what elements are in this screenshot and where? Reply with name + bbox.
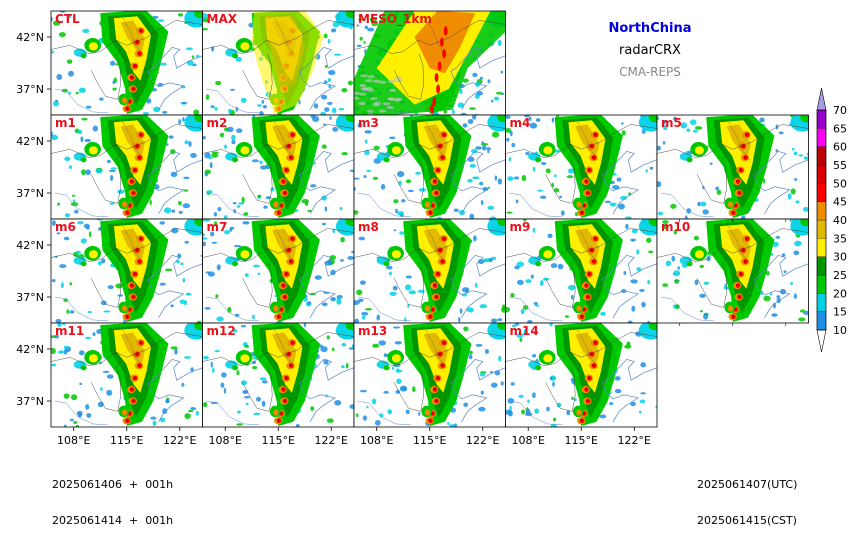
- region-title: NorthChina: [608, 21, 692, 36]
- panel-label: m3: [358, 116, 379, 130]
- colorbar-segment: [816, 238, 827, 257]
- colorbar-segment: [816, 219, 827, 239]
- colorbar-segment: [816, 201, 827, 221]
- panel-meso-1km: MESO_1km: [353, 10, 506, 116]
- valid-time-cst: 2025061415(CST): [697, 514, 797, 527]
- x-tick-label: 115°E: [262, 434, 295, 447]
- panel-m14: m14: [505, 322, 658, 428]
- figure-title-block: NorthChina radarCRX CMA-REPS: [560, 18, 740, 81]
- colorbar-extend-max: [816, 87, 827, 111]
- panel-m12: m12: [202, 322, 355, 428]
- y-tick-label: 37°N: [16, 83, 44, 96]
- x-tick-label: 122°E: [163, 434, 196, 447]
- colorbar-tick-label: 70: [833, 104, 847, 117]
- x-tick-label: 108°E: [511, 434, 544, 447]
- y-tick-label: 37°N: [16, 291, 44, 304]
- colorbar-tick-label: 55: [833, 159, 847, 172]
- panel-label: m6: [55, 220, 76, 234]
- colorbar-tick-label: 50: [833, 177, 847, 190]
- panel-ctl: CTL: [50, 10, 203, 116]
- panel-m6: m6: [50, 218, 203, 324]
- panel-label: CTL: [55, 12, 80, 26]
- colorbar-tick-label: 25: [833, 269, 847, 282]
- valid-time-block: 2025061407(UTC) 2025061415(CST): [697, 455, 797, 539]
- init-time-utc: 2025061406 + 001h: [52, 478, 174, 491]
- colorbar-segment: [816, 293, 827, 312]
- x-tick-label: 122°E: [466, 434, 499, 447]
- colorbar-segment: [816, 256, 827, 276]
- x-tick-label: 115°E: [110, 434, 143, 447]
- panel-grid: CTL MAX MESO_1km m1 m2 m3 m4 m5 m6 m7 m8 m9 m10 m11 m1…: [50, 10, 809, 428]
- colorbar-extend-min: [816, 329, 827, 353]
- colorbar-tick-label: 15: [833, 306, 847, 319]
- panel-label: m4: [510, 116, 531, 130]
- panel-label: m14: [510, 324, 539, 338]
- colorbar-tick-label: 65: [833, 122, 847, 135]
- x-tick-label: 108°E: [208, 434, 241, 447]
- panel-label: m7: [207, 220, 228, 234]
- colorbar-segment: [816, 183, 827, 202]
- panel-max: MAX: [202, 10, 355, 116]
- colorbar-tick-label: 40: [833, 214, 847, 227]
- y-tick-label: 37°N: [16, 395, 44, 408]
- y-tick-label: 42°N: [16, 239, 44, 252]
- panel-label: MAX: [207, 12, 238, 26]
- panel-m9: m9: [505, 218, 658, 324]
- y-tick-label: 42°N: [16, 31, 44, 44]
- panel-label: m13: [358, 324, 387, 338]
- valid-time-utc: 2025061407(UTC): [697, 478, 798, 491]
- panel-label: m1: [55, 116, 76, 130]
- panel-m1: m1: [50, 114, 203, 220]
- panel-label: MESO_1km: [358, 12, 432, 27]
- colorbar-segment: [816, 274, 827, 294]
- y-tick-label: 42°N: [16, 135, 44, 148]
- y-tick-label: 37°N: [16, 187, 44, 200]
- x-tick-label: 122°E: [315, 434, 348, 447]
- init-time-cst: 2025061414 + 001h: [52, 514, 174, 527]
- colorbar-segment: [816, 146, 827, 166]
- panel-m4: m4: [505, 114, 658, 220]
- model-title: CMA-REPS: [619, 65, 681, 79]
- panel-m10: m10: [656, 218, 809, 324]
- panel-m5: m5: [656, 114, 809, 220]
- colorbar-segment: [816, 311, 827, 331]
- colorbar-tick-label: 10: [833, 324, 847, 337]
- panel-m3: m3: [353, 114, 506, 220]
- panel-label: m9: [510, 220, 531, 234]
- y-tick-label: 42°N: [16, 343, 44, 356]
- panel-label: m11: [55, 324, 84, 338]
- panel-label: m12: [207, 324, 236, 338]
- variable-title: radarCRX: [619, 43, 681, 58]
- colorbar: 10 15 20 25 30 35 40 45 50 55 60 65 70: [816, 87, 847, 353]
- panel-label: m2: [207, 116, 228, 130]
- colorbar-segment: [816, 109, 827, 129]
- x-tick-label: 122°E: [618, 434, 651, 447]
- colorbar-tick-label: 60: [833, 141, 847, 154]
- colorbar-tick-label: 20: [833, 287, 847, 300]
- panel-label: m10: [661, 220, 690, 234]
- x-tick-label: 115°E: [565, 434, 598, 447]
- x-tick-label: 115°E: [413, 434, 446, 447]
- ensemble-radar-figure: CTL MAX MESO_1km m1 m2 m3 m4 m5 m6 m7 m8 m9 m10 m11 m1…: [16, 10, 847, 447]
- colorbar-tick-label: 45: [833, 196, 847, 209]
- init-time-block: 2025061406 + 001h 2025061414 + 001h: [52, 455, 173, 539]
- x-tick-label: 108°E: [360, 434, 393, 447]
- panel-m7: m7: [202, 218, 355, 324]
- panel-m2: m2: [202, 114, 355, 220]
- colorbar-tick-label: 35: [833, 232, 847, 245]
- panel-m11: m11: [50, 322, 203, 428]
- panel-label: m5: [661, 116, 682, 130]
- colorbar-tick-label: 30: [833, 251, 847, 264]
- colorbar-segment: [816, 164, 827, 184]
- panel-label: m8: [358, 220, 379, 234]
- panel-m13: m13: [353, 322, 506, 428]
- colorbar-segment: [816, 128, 827, 147]
- panel-m8: m8: [353, 218, 506, 324]
- x-tick-label: 108°E: [57, 434, 90, 447]
- axis-ticks: 42°N 37°N 42°N 37°N 42°N 37°N 42°N 37°N 108°E 115…: [16, 31, 787, 447]
